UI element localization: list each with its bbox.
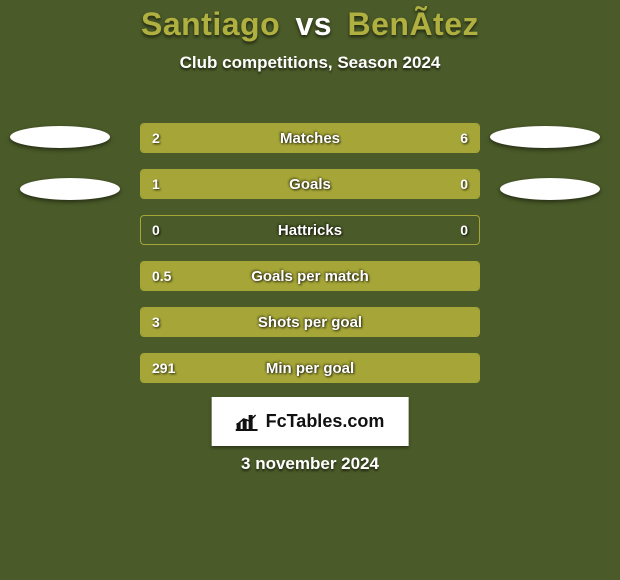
stat-row: Min per goal291: [140, 353, 480, 383]
bar-track: [140, 307, 480, 337]
team-badge-right2: [500, 178, 600, 200]
stat-row: Goals10: [140, 169, 480, 199]
bar-left-fill: [141, 170, 401, 198]
stat-row: Shots per goal3: [140, 307, 480, 337]
player1-name: Santiago: [141, 6, 280, 42]
bar-left-fill: [141, 124, 215, 152]
subtitle: Club competitions, Season 2024: [0, 53, 620, 73]
bar-track: [140, 215, 480, 245]
bar-track: [140, 123, 480, 153]
bar-left-fill: [141, 354, 479, 382]
team-badge-left2: [20, 178, 120, 200]
brand-text: FcTables.com: [266, 411, 385, 432]
stat-row: Goals per match0.5: [140, 261, 480, 291]
bar-left-fill: [141, 308, 479, 336]
bar-track: [140, 169, 480, 199]
bar-track: [140, 353, 480, 383]
comparison-card: Santiago vs BenÃ­tez Club competitions, …: [0, 0, 620, 580]
team-badge-right: [490, 126, 600, 148]
vs-text: vs: [296, 6, 333, 42]
date-text: 3 november 2024: [0, 454, 620, 474]
page-title: Santiago vs BenÃ­tez: [0, 6, 620, 43]
brand-chart-icon: [236, 413, 258, 431]
stat-row: Matches26: [140, 123, 480, 153]
brand-badge: FcTables.com: [212, 397, 409, 446]
bar-left-fill: [141, 262, 479, 290]
stat-row: Hattricks00: [140, 215, 480, 245]
bar-track: [140, 261, 480, 291]
team-badge-left: [10, 126, 110, 148]
player2-name: BenÃ­tez: [347, 6, 479, 42]
bar-right-fill: [401, 170, 479, 198]
bar-right-fill: [215, 124, 479, 152]
